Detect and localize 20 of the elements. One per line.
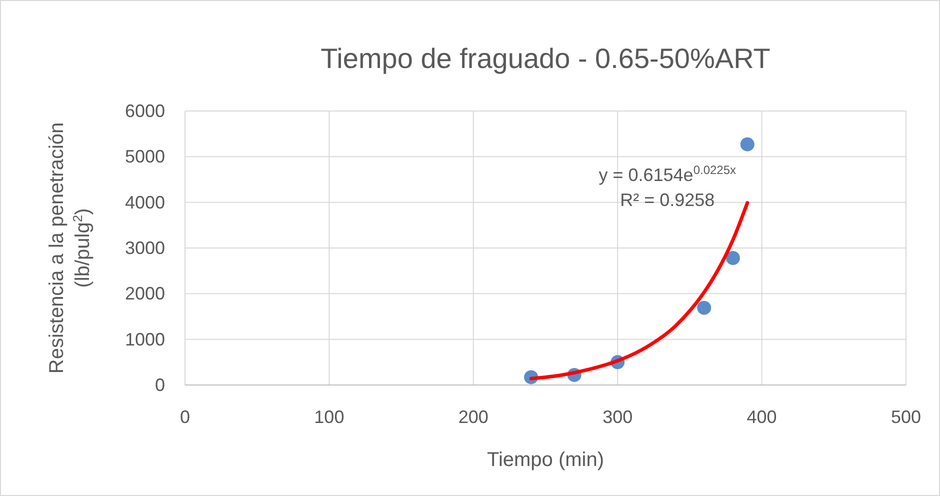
y-tick-label: 0 xyxy=(154,375,165,395)
x-tick-label: 0 xyxy=(180,407,190,427)
x-tick-label: 400 xyxy=(746,407,777,427)
y-tick-label: 4000 xyxy=(124,192,165,212)
x-tick-label: 300 xyxy=(602,407,633,427)
x-tick-label: 500 xyxy=(890,407,922,427)
point xyxy=(697,300,712,315)
y-tick-label: 1000 xyxy=(124,329,165,350)
point xyxy=(740,137,754,152)
y-tick-label: 5000 xyxy=(124,146,165,167)
x-tick-label: 100 xyxy=(314,407,344,427)
y-tick-label: 2000 xyxy=(124,284,165,304)
y-tick-label: 3000 xyxy=(124,238,165,258)
annotation: R² = 0.9258 xyxy=(620,190,715,210)
chart-title: Tiempo de fraguado - 0.65-50%ART xyxy=(320,43,770,74)
y-tick-label: 6000 xyxy=(124,101,165,121)
point xyxy=(726,251,740,266)
x-axis-title: Tiempo (min) xyxy=(486,449,604,471)
annotation: y = 0.6154e$^{0.0225x}$ xyxy=(598,162,736,185)
x-tick-label: 200 xyxy=(458,407,488,427)
